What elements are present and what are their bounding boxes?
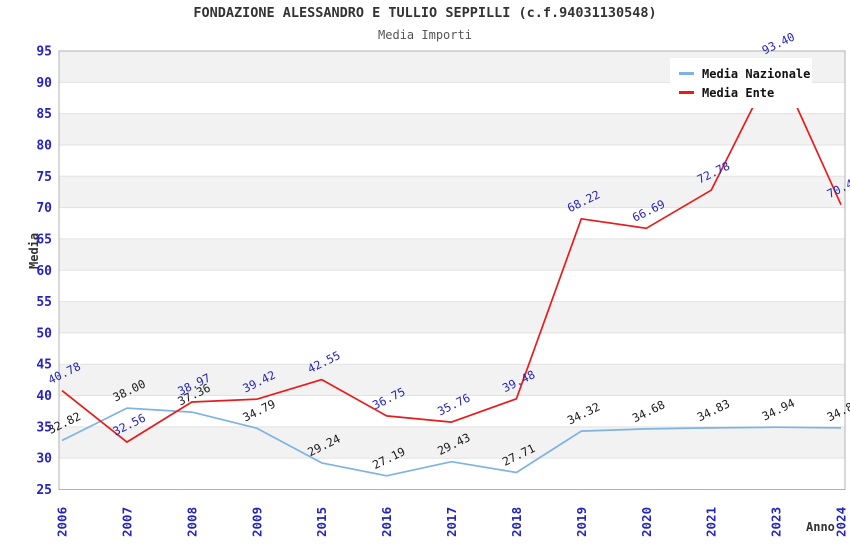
- y-axis-title: Media: [27, 233, 41, 269]
- gridlines: [58, 50, 846, 490]
- series-line-media-nazionale: [61, 407, 842, 477]
- y-tick-labels: 25 30 35 40 45 50 55 60 65 70 75 80 85 90 95: [36, 45, 52, 499]
- plot-band: [59, 176, 845, 208]
- plot-band: [59, 426, 845, 459]
- plot-border: [58, 50, 846, 490]
- plot-band: [59, 332, 845, 365]
- y-tick-label: 80: [36, 138, 52, 153]
- x-tick-label: 2023: [769, 507, 784, 537]
- y-tick-label: 70: [36, 201, 52, 216]
- legend: Media Nazionale Media Ente: [670, 58, 812, 108]
- legend-swatch-media-nazionale: [679, 72, 694, 75]
- chart-title: FONDAZIONE ALESSANDRO E TULLIO SEPPILLI …: [193, 5, 656, 21]
- plot-band: [59, 207, 845, 239]
- y-tick-label: 25: [36, 483, 52, 498]
- x-tick-label: 2024: [834, 507, 849, 537]
- y-tick-label: 75: [36, 170, 52, 185]
- x-tick-label: 2006: [55, 507, 70, 537]
- plot-band: [59, 364, 845, 396]
- x-tick-label: 2007: [119, 507, 134, 537]
- legend-swatch-media-ente: [679, 91, 694, 94]
- chart-subtitle: Media Importi: [378, 28, 472, 42]
- plot-band: [59, 113, 845, 145]
- x-tick-label: 2009: [249, 507, 264, 537]
- x-tick-label: 2016: [379, 507, 394, 537]
- plot-band: [59, 301, 845, 333]
- x-tick-label: 2015: [314, 507, 329, 537]
- plot-bands: [59, 51, 845, 490]
- series-lines: [61, 60, 842, 477]
- y-tick-label: 50: [36, 326, 52, 341]
- x-tick-label: 2008: [184, 507, 199, 537]
- x-tick-labels: 2006 2007 2008 2009 2015 2016 2017 2018 2019 2020…: [55, 507, 849, 537]
- y-tick-label: 60: [36, 264, 52, 279]
- y-tick-label: 65: [36, 232, 52, 247]
- y-tick-label: 85: [36, 107, 52, 122]
- series-line-media-ente: [61, 60, 842, 443]
- legend-label-media-ente: Media Ente: [702, 85, 775, 100]
- plot-band: [59, 238, 845, 271]
- legend-label-media-nazionale: Media Nazionale: [702, 66, 811, 81]
- x-tick-label: 2018: [509, 507, 524, 537]
- y-tick-label: 90: [36, 76, 52, 91]
- x-tick-label: 2017: [444, 507, 459, 537]
- y-tick-label: 40: [36, 389, 52, 404]
- plot-band: [59, 144, 845, 177]
- plot-band: [59, 458, 845, 490]
- legend-item-media-ente: Media Ente: [679, 86, 812, 100]
- x-axis-title: Anno: [806, 520, 835, 534]
- y-tick-label: 30: [36, 452, 52, 467]
- y-tick-label: 35: [36, 420, 52, 435]
- x-tick-label: 2020: [639, 507, 654, 537]
- x-tick-label: 2021: [704, 507, 719, 537]
- plot-band: [59, 270, 845, 302]
- legend-item-media-nazionale: Media Nazionale: [679, 67, 812, 81]
- y-tick-label: 55: [36, 295, 52, 310]
- x-tick-label: 2019: [574, 507, 589, 537]
- y-tick-label: 95: [36, 45, 52, 60]
- y-tick-label: 45: [36, 358, 52, 373]
